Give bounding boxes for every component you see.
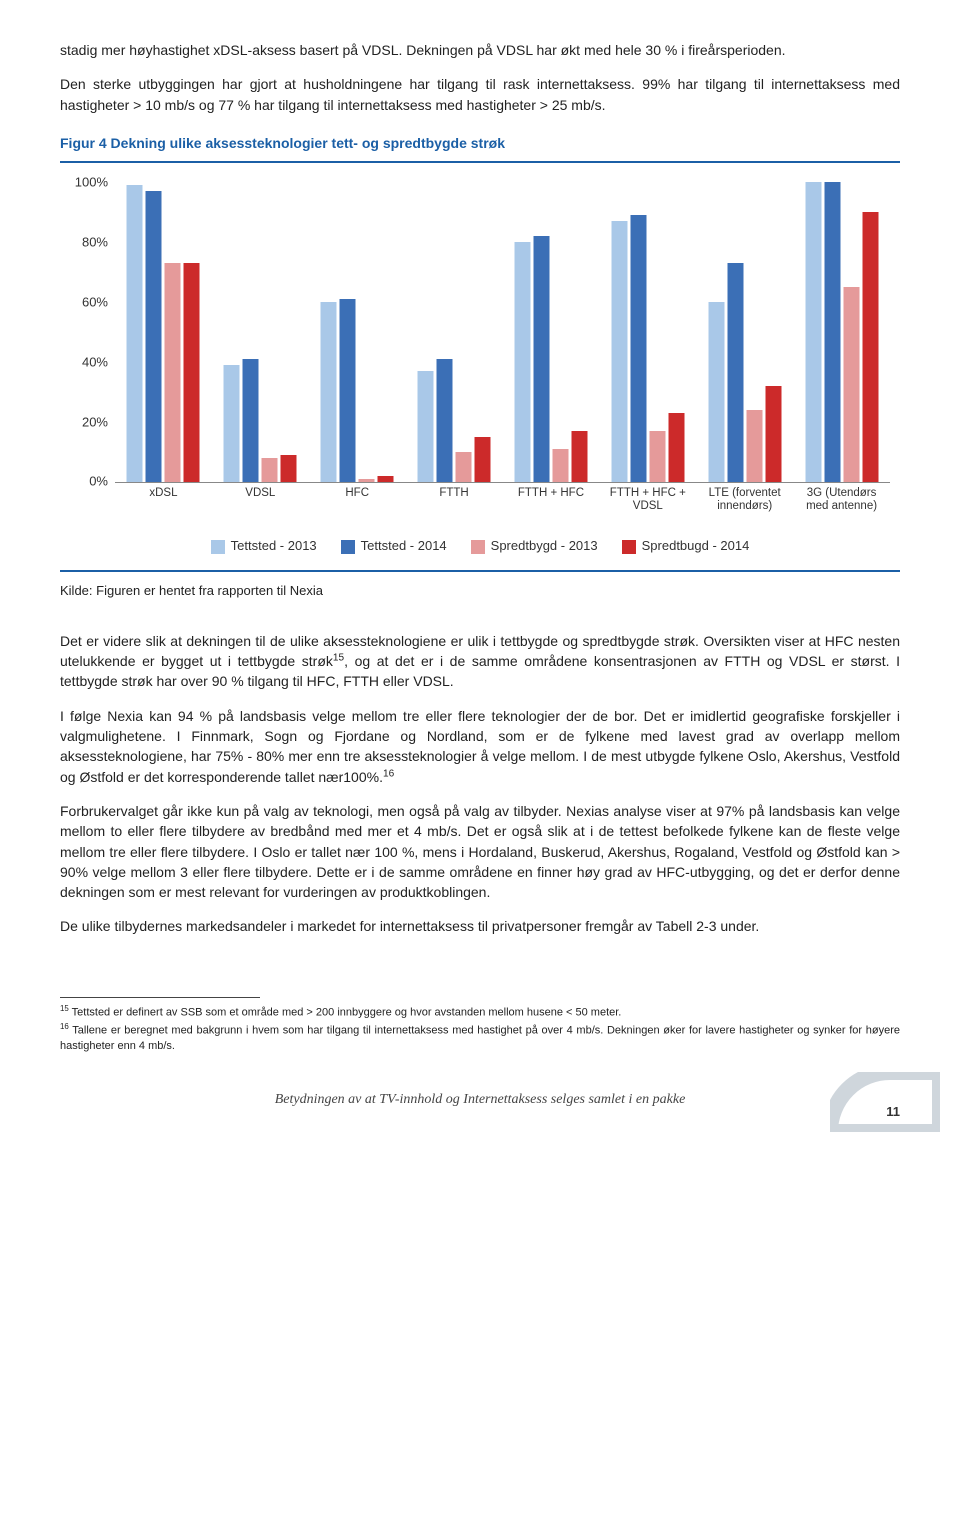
legend-swatch <box>341 540 355 554</box>
bar <box>378 476 394 482</box>
bar <box>649 431 665 482</box>
legend-item: Spredtbugd - 2014 <box>622 537 750 556</box>
chart-legend: Tettsted - 2013 Tettsted - 2014 Spredtbygd… <box>60 537 900 556</box>
legend-item: Tettsted - 2014 <box>341 537 447 556</box>
bar <box>146 191 162 482</box>
bar <box>321 302 337 482</box>
bar <box>184 263 200 482</box>
footnotes-rule <box>60 997 260 998</box>
footnote-16-number: 16 <box>60 1022 69 1031</box>
bar <box>418 371 434 482</box>
body-paragraph-4: De ulike tilbydernes markedsandeler i ma… <box>60 916 900 936</box>
bar <box>668 413 684 482</box>
bar <box>127 185 143 482</box>
legend-swatch <box>211 540 225 554</box>
bar <box>224 365 240 482</box>
y-axis-tick: 100% <box>60 174 108 193</box>
legend-label: Tettsted - 2014 <box>361 537 447 556</box>
legend-label: Tettsted - 2013 <box>231 537 317 556</box>
bar <box>243 359 259 482</box>
bar <box>262 458 278 482</box>
legend-item: Spredtbygd - 2013 <box>471 537 598 556</box>
category-label: HFC <box>312 487 402 500</box>
figure-rule-bottom <box>60 570 900 572</box>
y-axis-tick: 20% <box>60 413 108 432</box>
bar <box>824 182 840 482</box>
category-label: VDSL <box>215 487 305 500</box>
intro-paragraph-1: stadig mer høyhastighet xDSL-aksess base… <box>60 40 900 60</box>
legend-swatch <box>471 540 485 554</box>
bar <box>630 215 646 482</box>
bar <box>456 452 472 482</box>
bar-chart: 0%20%40%60%80%100% <box>115 183 890 483</box>
body-p2-text: I følge Nexia kan 94 % på landsbasis vel… <box>60 708 900 785</box>
bar-group <box>514 236 587 482</box>
category-label: FTTH + HFC <box>506 487 596 500</box>
footer-title: Betydningen av at TV-innhold og Internet… <box>60 1082 900 1110</box>
legend-item: Tettsted - 2013 <box>211 537 317 556</box>
legend-label: Spredtbugd - 2014 <box>642 537 750 556</box>
bar-group <box>805 182 878 482</box>
page-footer: Betydningen av at TV-innhold og Internet… <box>60 1082 900 1122</box>
category-labels-row: xDSL VDSL HFC FTTH FTTH + HFC FTTH + HFC + VD… <box>115 483 890 529</box>
bar-group <box>611 215 684 482</box>
footnote-15-text: Tettsted er definert av SSB som et områd… <box>69 1006 622 1018</box>
figure-title: Figur 4 Dekning ulike aksessteknologier … <box>60 133 900 153</box>
footnote-ref-15: 15 <box>333 653 344 664</box>
bar <box>533 236 549 482</box>
bar-group <box>418 359 491 482</box>
footnote-16-text: Tallene er beregnet med bakgrunn i hvem … <box>60 1025 900 1052</box>
legend-swatch <box>622 540 636 554</box>
category-label: FTTH <box>409 487 499 500</box>
intro-paragraph-2: Den sterke utbyggingen har gjort at hush… <box>60 74 900 115</box>
bar <box>571 431 587 482</box>
body-paragraph-2: I følge Nexia kan 94 % på landsbasis vel… <box>60 706 900 787</box>
bar <box>611 221 627 482</box>
category-label: FTTH + HFC + VDSL <box>603 487 693 513</box>
y-axis-tick: 40% <box>60 353 108 372</box>
footnote-15-number: 15 <box>60 1004 69 1013</box>
bar-group <box>224 359 297 482</box>
bar-group <box>321 299 394 482</box>
bar <box>165 263 181 482</box>
bar <box>475 437 491 482</box>
body-paragraph-3: Forbrukervalget går ikke kun på valg av … <box>60 801 900 902</box>
figure-source: Kilde: Figuren er hentet fra rapporten t… <box>60 582 900 601</box>
bar <box>765 386 781 482</box>
category-label: LTE (forventet innendørs) <box>700 487 790 513</box>
category-label: 3G (Utendørs med antenne) <box>797 487 887 513</box>
bar <box>281 455 297 482</box>
category-label: xDSL <box>118 487 208 500</box>
footnote-15: 15 Tettsted er definert av SSB som et om… <box>60 1004 900 1021</box>
footnote-ref-16: 16 <box>383 768 394 779</box>
figure-rule-top <box>60 161 900 163</box>
bar-group <box>127 185 200 482</box>
bar <box>340 299 356 482</box>
y-axis-tick: 80% <box>60 234 108 253</box>
bar <box>708 302 724 482</box>
bar <box>359 479 375 482</box>
bar <box>552 449 568 482</box>
corner-decoration <box>830 1072 940 1132</box>
bar <box>862 212 878 482</box>
bar-group <box>708 263 781 482</box>
footnote-16: 16 Tallene er beregnet med bakgrunn i hv… <box>60 1022 900 1053</box>
y-axis-tick: 0% <box>60 473 108 492</box>
bar <box>437 359 453 482</box>
y-axis-tick: 60% <box>60 293 108 312</box>
bar <box>746 410 762 482</box>
body-paragraph-1: Det er videre slik at dekningen til de u… <box>60 631 900 692</box>
chart-container: 0%20%40%60%80%100% xDSLVDSLHFCFTTHFTTH +… <box>60 173 900 568</box>
bar <box>727 263 743 482</box>
legend-label: Spredtbygd - 2013 <box>491 537 598 556</box>
bar <box>514 242 530 482</box>
bar <box>843 287 859 482</box>
bar <box>805 182 821 482</box>
